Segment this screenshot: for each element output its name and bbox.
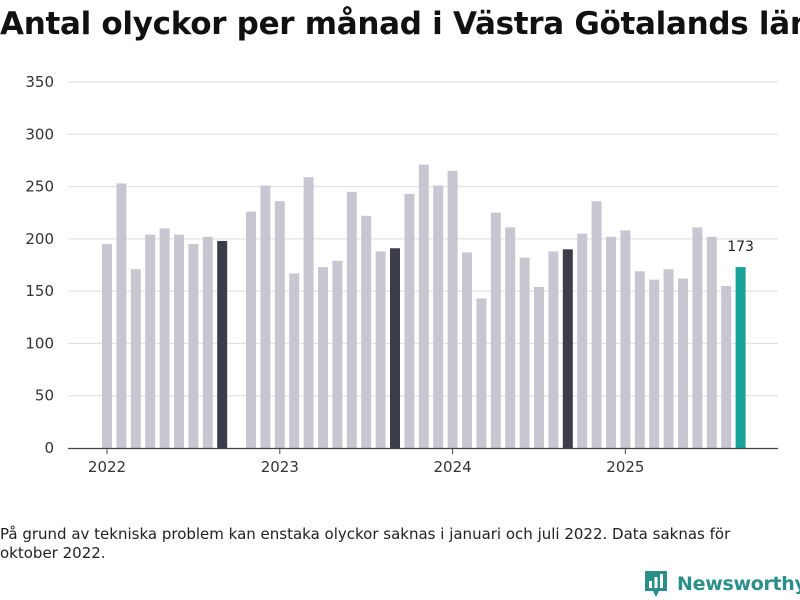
bar-2022-03 [130,269,141,448]
bar-2024-03 [476,298,487,448]
brand-logo: Newsworthy [643,569,800,599]
bar-2023-11 [418,164,429,448]
y-tick-label: 300 [25,125,54,143]
bar-2022-07 [188,244,199,448]
bar-2025-01 [620,230,631,448]
bar-2022-05 [159,228,170,448]
bar-2024-10 [577,233,588,448]
bar-2023-05 [332,260,343,448]
data-label: 173 [727,239,754,255]
bar-2022-09 [217,240,228,448]
bar-2022-02 [116,183,127,448]
newsworthy-chart-icon [645,571,667,597]
bar-2023-04 [318,267,328,448]
bars [102,164,746,449]
y-axis-ticks: 0 50 100 150 200 250 300 350 [25,73,54,457]
bar-2025-05 [678,278,688,448]
annotations: 173 [727,239,754,255]
brand-name: Newsworthy [677,573,800,595]
bar-2023-12 [433,185,444,449]
bar-2023-08 [375,251,386,448]
y-tick-label: 50 [35,387,54,405]
bar-2022-12 [260,185,271,449]
bar-2022-06 [174,234,184,448]
bar-2024-02 [462,252,472,448]
bar-2024-11 [591,201,602,448]
bar-2025-08 [721,285,732,448]
bar-2025-07 [706,236,717,448]
bar-2025-03 [649,279,660,448]
bar-2023-09 [390,248,400,448]
bar-2025-06 [692,227,703,448]
x-tick-label: 2025 [606,458,644,476]
bar-2023-10 [404,193,415,448]
bar-2022-08 [202,236,213,448]
y-tick-label: 250 [25,178,54,196]
bar-2023-06 [346,191,357,449]
x-tick-label: 2022 [88,458,126,476]
y-tick-label: 150 [25,282,54,300]
chart-title: Antal olyckor per månad i Västra Götalan… [0,6,800,42]
footnote: På grund av tekniska problem kan enstaka… [0,525,731,562]
bar-2024-05 [505,227,516,448]
bar-2023-02 [289,273,300,448]
bar-2023-03 [303,177,314,448]
bar-2025-04 [663,269,674,448]
bar-2023-07 [361,215,372,448]
y-tick-label: 0 [44,439,54,457]
x-axis: 2022 2023 2024 2025 [68,447,778,476]
bar-2024-07 [534,286,544,448]
bar-2024-08 [548,251,559,448]
bar-2022-11 [246,211,256,448]
bar-2025-09 [735,267,746,448]
y-tick-label: 100 [25,334,54,352]
bar-2022-04 [145,234,156,448]
bar-2024-12 [606,236,616,448]
bar-2024-09 [562,249,573,448]
bar-2023-01 [274,201,285,448]
bar-2024-06 [519,257,530,448]
bar-2024-04 [490,212,501,448]
bar-2024-01 [447,170,458,448]
x-tick-label: 2024 [434,458,472,476]
bar-2022-01 [102,244,112,448]
y-tick-label: 350 [25,73,54,91]
bar-2025-02 [634,271,645,448]
x-tick-label: 2023 [261,458,299,476]
y-tick-label: 200 [25,230,54,248]
